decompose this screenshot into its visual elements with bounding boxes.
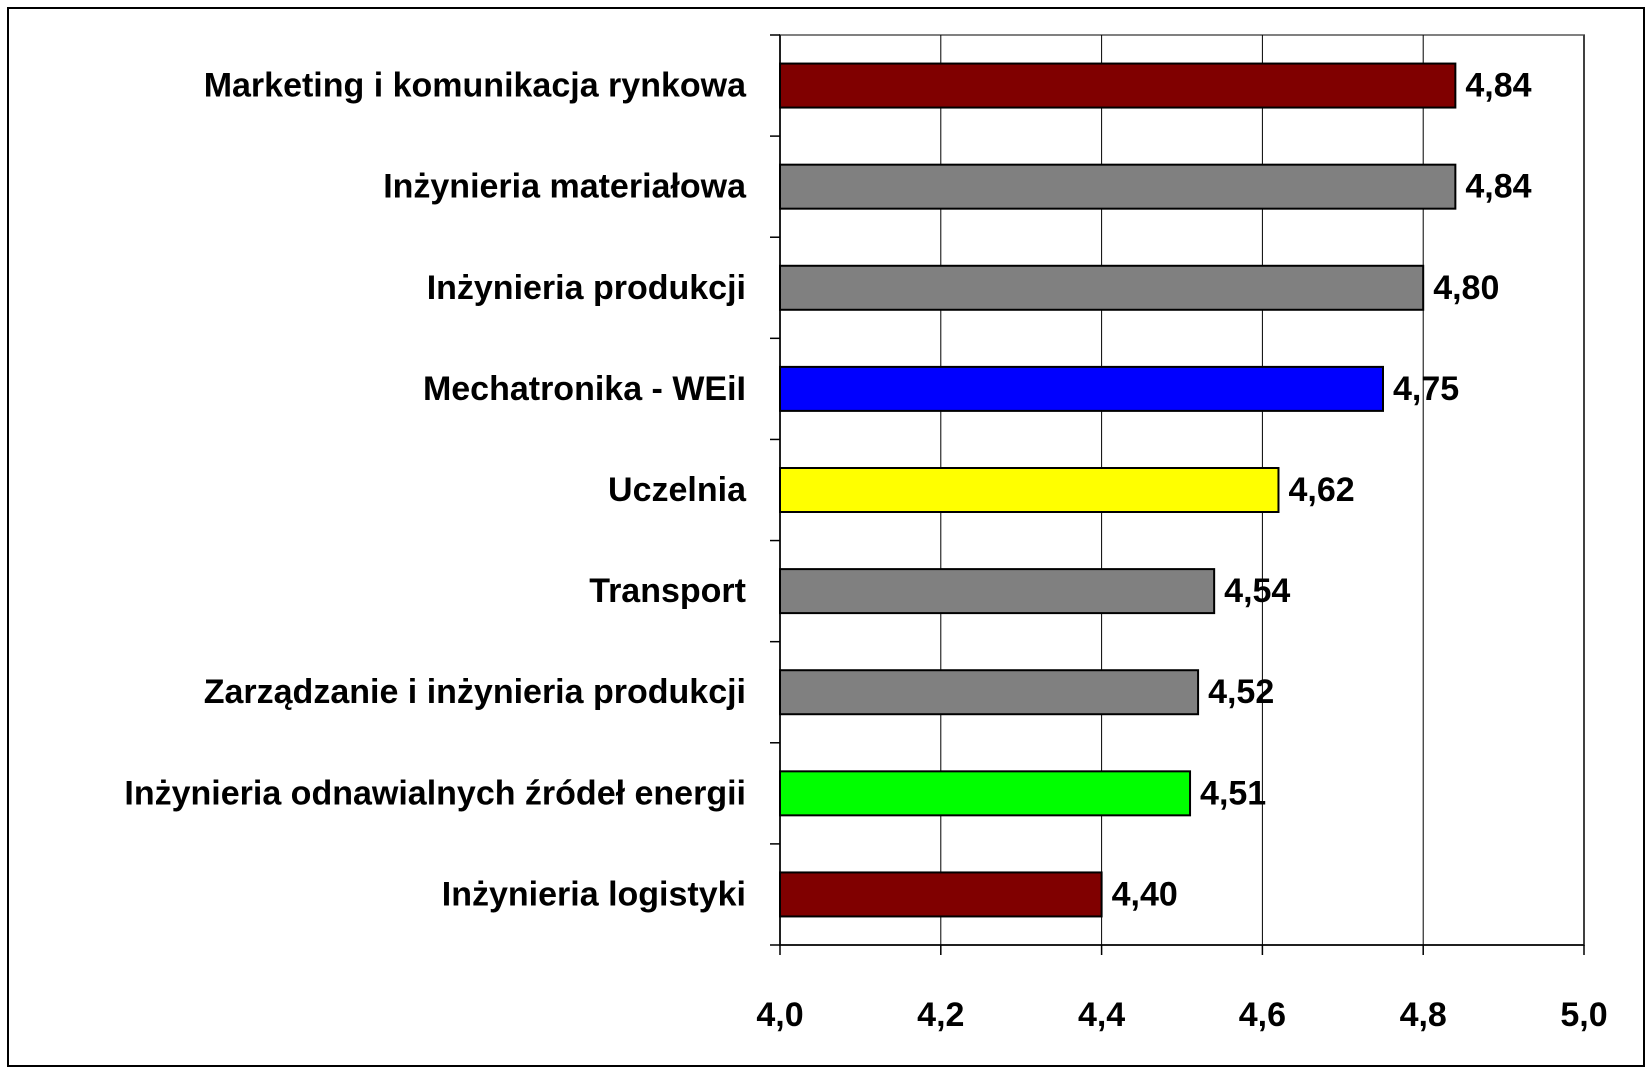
x-tick-label: 4,8 [1400,996,1447,1034]
data-label: 4,51 [1200,774,1266,812]
x-tick-label: 4,6 [1239,996,1286,1034]
y-tick-label: Marketing i komunikacja rynkowa [204,67,747,105]
data-label: 4,54 [1224,572,1290,610]
x-tick-label: 4,0 [756,996,803,1034]
y-tick-label: Uczelnia [608,471,747,509]
y-tick-label: Zarządzanie i inżynieria produkcji [204,673,746,711]
data-label: 4,40 [1112,875,1178,913]
x-tick-label: 4,4 [1078,996,1125,1034]
bar [779,871,1103,918]
bar [779,62,1457,109]
bar [779,568,1216,615]
y-tick-label: Inżynieria logistyki [442,875,746,913]
bar [779,163,1457,210]
bar [779,264,1425,311]
y-tick-label: Inżynieria materiałowa [383,168,747,206]
x-tick-label: 5,0 [1560,996,1607,1034]
y-tick-label: Mechatronika - WEiI [423,370,746,408]
bar [779,770,1192,817]
x-tick-label: 4,2 [917,996,964,1034]
bar [779,467,1280,513]
y-tick-label: Inżynieria produkcji [427,269,746,307]
data-label: 4,84 [1465,67,1531,105]
data-label: 4,84 [1465,168,1531,206]
y-tick-label: Transport [589,572,746,610]
bar [779,669,1200,716]
data-label: 4,75 [1393,370,1459,408]
data-label: 4,62 [1288,471,1354,509]
data-label: 4,80 [1433,269,1499,307]
y-tick-label: Inżynieria odnawialnych źródeł energii [124,774,746,812]
bar [779,365,1384,412]
data-label: 4,52 [1208,673,1274,711]
